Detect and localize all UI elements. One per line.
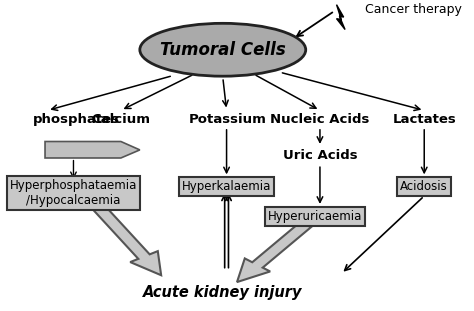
Text: Cancer therapy: Cancer therapy [365,3,462,16]
FancyArrow shape [87,198,161,275]
Polygon shape [45,142,140,158]
Polygon shape [337,5,345,30]
Ellipse shape [140,23,306,76]
FancyArrow shape [237,222,311,282]
Text: Tumoral Cells: Tumoral Cells [160,41,286,59]
Text: Nucleic Acids: Nucleic Acids [270,113,370,126]
Text: Potassium: Potassium [189,113,266,126]
Text: Acidosis: Acidosis [401,180,448,193]
Text: Uric Acids: Uric Acids [283,149,357,162]
Text: phosphates: phosphates [33,113,120,126]
Text: Hyperuricaemia: Hyperuricaemia [268,210,363,223]
Text: Hyperkalaemia: Hyperkalaemia [182,180,271,193]
Text: Acute kidney injury: Acute kidney injury [143,285,302,300]
Text: Lactates: Lactates [392,113,456,126]
Text: Hyperphosphataemia
/Hypocalcaemia: Hyperphosphataemia /Hypocalcaemia [10,179,137,207]
Text: Calcium: Calcium [91,113,150,126]
